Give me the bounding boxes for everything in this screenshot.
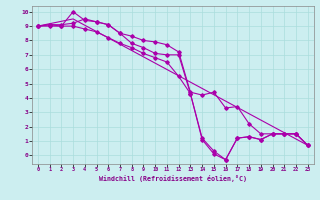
X-axis label: Windchill (Refroidissement éolien,°C): Windchill (Refroidissement éolien,°C) — [99, 175, 247, 182]
